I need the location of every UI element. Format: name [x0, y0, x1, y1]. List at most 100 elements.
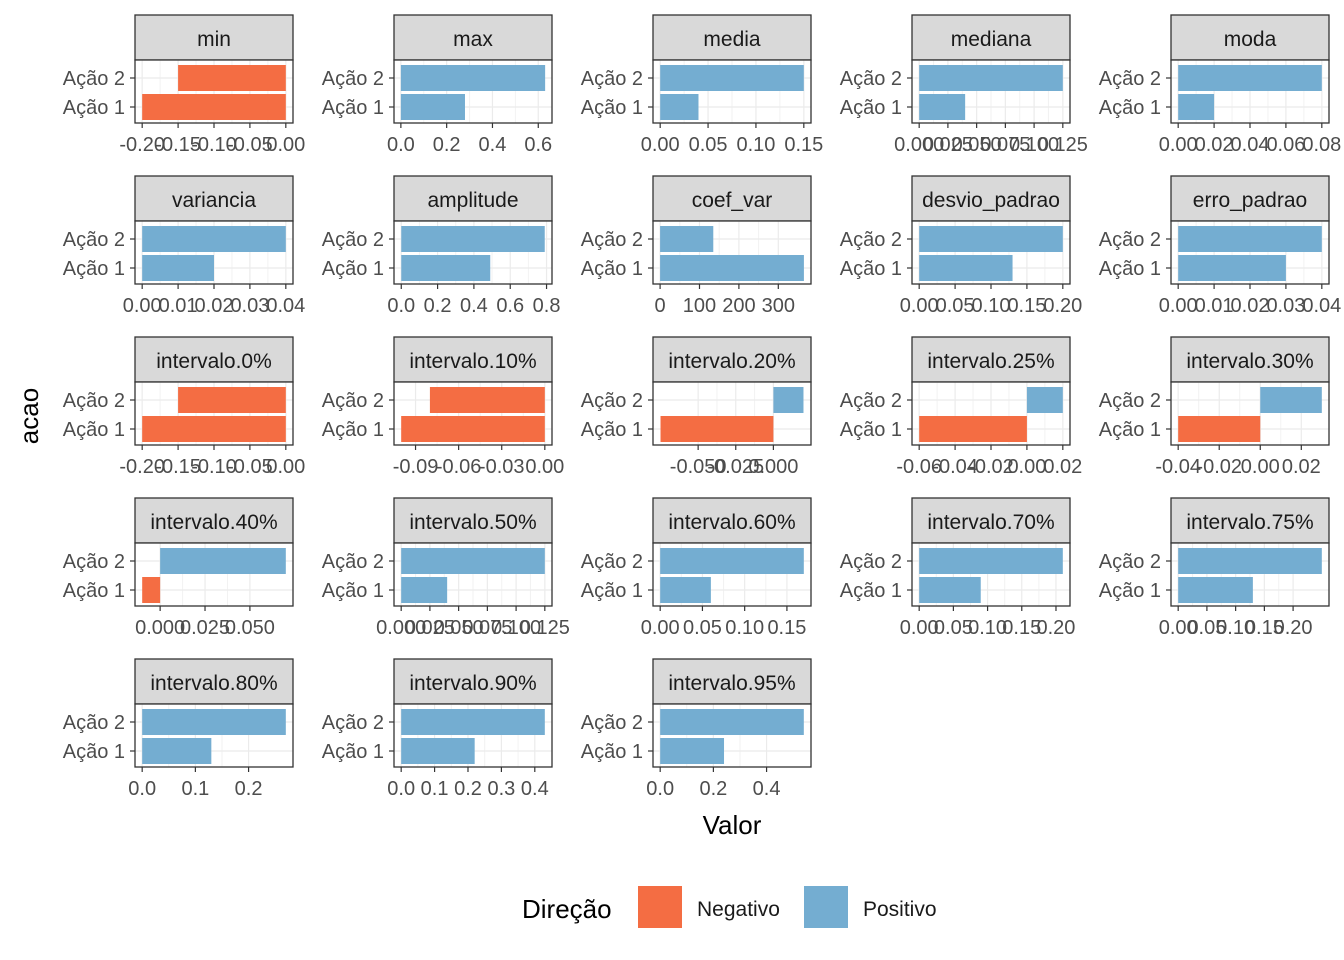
facet-strip-label: moda: [1224, 28, 1277, 51]
x-tick-label: 0.10: [736, 134, 775, 156]
facet-strip-label: intervalo.25%: [927, 350, 1054, 373]
y-tick-label: Ação 1: [1099, 97, 1161, 119]
bar-intervalo-90-acao-1: [401, 738, 475, 764]
facet-strip-label: erro_padrao: [1193, 189, 1307, 212]
y-tick-label: Ação 2: [1099, 551, 1161, 573]
x-tick-label: 0.04: [1302, 295, 1341, 317]
y-tick-label: Ação 2: [1099, 390, 1161, 412]
x-tick-label: -0.20: [119, 134, 165, 156]
legend-title: Direção: [522, 894, 612, 924]
bar-variancia-acao-1: [142, 255, 214, 281]
x-tick-label: 0.05: [936, 295, 975, 317]
x-tick-label: 0.4: [521, 778, 549, 800]
x-tick-label: 0.4: [460, 295, 488, 317]
y-tick-label: Ação 2: [840, 68, 902, 90]
bar-desvio-padrao-acao-2: [919, 226, 1063, 252]
bar-intervalo-80-acao-1: [142, 738, 212, 764]
bar-intervalo-30-acao-2: [1260, 387, 1322, 413]
bar-desvio-padrao-acao-1: [919, 255, 1013, 281]
y-tick-label: Ação 2: [581, 68, 643, 90]
y-tick-label: Ação 1: [581, 741, 643, 763]
x-tick-label: 300: [762, 295, 795, 317]
bar-mediana-acao-1: [919, 94, 966, 120]
x-tick-label: 0.6: [524, 134, 552, 156]
x-tick-label: -0.025: [707, 456, 764, 478]
bar-intervalo-95-acao-2: [660, 709, 804, 735]
x-tick-label: 0.03: [230, 295, 269, 317]
x-tick-label: 0.6: [496, 295, 524, 317]
x-tick-label: 0.02: [1043, 456, 1082, 478]
x-tick-label: -0.06: [436, 456, 482, 478]
x-tick-label: 0.00: [123, 295, 162, 317]
y-tick-label: Ação 2: [322, 551, 384, 573]
bar-min-acao-1: [142, 94, 286, 120]
bar-intervalo-25-acao-1: [919, 416, 1027, 442]
x-tick-label: 0.20: [1037, 617, 1076, 639]
y-tick-label: Ação 1: [63, 741, 125, 763]
panel-border: [393, 59, 553, 124]
x-tick-label: -0.02: [968, 456, 1014, 478]
bar-intervalo-60-acao-1: [660, 577, 711, 603]
x-tick-label: 0.4: [753, 778, 781, 800]
facet-strip-label: intervalo.40%: [150, 511, 277, 534]
x-tick-label: 0.000: [135, 617, 185, 639]
facet-intervalo-70: intervalo.70% Ação 1 Ação 2 0.000.050.100.1…: [840, 497, 1076, 639]
facet-strip: [652, 497, 812, 544]
bar-intervalo-10-acao-2: [429, 387, 545, 413]
y-tick-label: Ação 1: [1099, 258, 1161, 280]
x-tick-label: 0.04: [1231, 134, 1270, 156]
facet-min: min Ação 1 Ação 2 -0.20-0.15-0.10-0.050.00: [63, 14, 305, 156]
x-tick-label: 0.20: [1274, 617, 1313, 639]
x-tick-label: 0.00: [641, 617, 680, 639]
bar-variancia-acao-2: [142, 226, 286, 252]
bar-intervalo-75-acao-2: [1178, 548, 1322, 574]
y-tick-label: Ação 1: [322, 580, 384, 602]
x-tick-label: -0.15: [155, 134, 201, 156]
facet-strip: [393, 658, 553, 705]
facet-strip-label: intervalo.60%: [668, 511, 795, 534]
y-tick-label: Ação 1: [840, 580, 902, 602]
x-tick-label: 0.125: [520, 617, 570, 639]
facet-strip: [911, 175, 1071, 222]
y-tick-label: Ação 2: [840, 229, 902, 251]
panel-border: [911, 542, 1071, 607]
y-tick-label: Ação 2: [63, 712, 125, 734]
facet-intervalo-25: intervalo.25% Ação 1 Ação 2 -0.06-0.04-0.02…: [840, 336, 1082, 478]
x-tick-label: -0.03: [479, 456, 525, 478]
x-tick-label: 0.050: [434, 617, 484, 639]
y-tick-label: Ação 2: [840, 551, 902, 573]
y-axis-title: acao: [14, 388, 44, 444]
x-tick-label: 0.02: [1282, 456, 1321, 478]
facet-strip: [911, 497, 1071, 544]
bar-intervalo-40-acao-1: [142, 577, 161, 603]
y-tick-label: Ação 1: [63, 419, 125, 441]
x-tick-label: 0.10: [725, 617, 764, 639]
x-tick-label: 0.0: [128, 778, 156, 800]
facet-amplitude: amplitude Ação 1 Ação 2 0.0 0.2 0.4 0.6 0.8: [322, 175, 560, 317]
legend: Direção Negativo Positivo: [522, 886, 937, 928]
bar-intervalo-70-acao-1: [919, 577, 981, 603]
x-tick-label: 0.4: [479, 134, 507, 156]
y-tick-label: Ação 2: [63, 68, 125, 90]
panel-border: [393, 542, 553, 607]
bar-erro-padrao-acao-2: [1178, 226, 1322, 252]
x-tick-label: -0.02: [1196, 456, 1242, 478]
bar-mediana-acao-2: [919, 65, 1063, 91]
x-tick-label: 0.025: [180, 617, 230, 639]
panel-border: [134, 703, 294, 768]
facet-coef-var: coef_var Ação 1 Ação 2 0 100 200 300: [581, 175, 812, 317]
bar-intervalo-90-acao-2: [401, 709, 545, 735]
x-tick-label: 0.075: [462, 617, 512, 639]
facet-strip: [393, 175, 553, 222]
facet-intervalo-20: intervalo.20% Ação 1 Ação 2 -0.050-0.0250.0…: [581, 336, 812, 478]
x-tick-label: 0.050: [952, 134, 1002, 156]
x-tick-label: 0.00: [266, 134, 305, 156]
bar-intervalo-10-acao-1: [401, 416, 545, 442]
facet-intervalo-60: intervalo.60% Ação 1 Ação 2 0.00 0.05 0.10 0.1…: [581, 497, 812, 639]
x-tick-label: 0.100: [1009, 134, 1059, 156]
x-axis-title: Valor: [703, 810, 762, 840]
x-tick-label: 0.025: [405, 617, 455, 639]
x-tick-label: 0: [655, 295, 666, 317]
y-tick-label: Ação 1: [63, 258, 125, 280]
